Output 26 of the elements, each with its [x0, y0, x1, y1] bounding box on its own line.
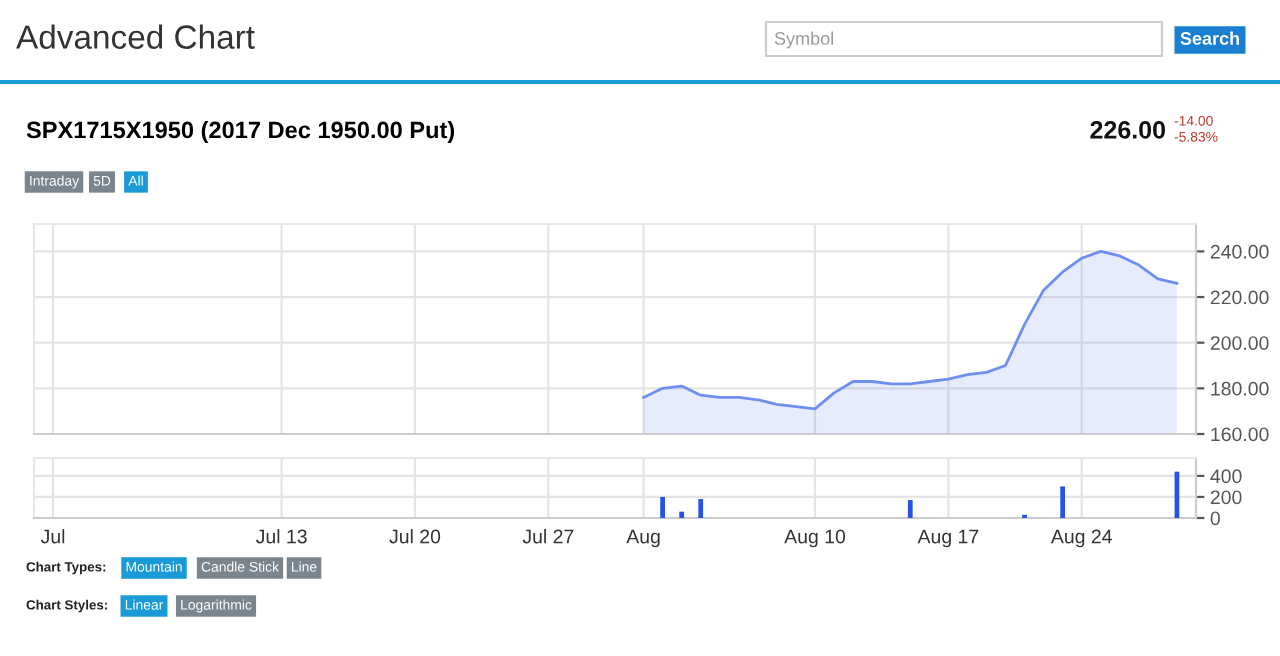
- x-tick-label: Aug 10: [784, 529, 846, 548]
- text: Search: [1180, 31, 1239, 45]
- y-tick-label: 0: [1210, 511, 1220, 526]
- x-tick-label: Aug 24: [1050, 529, 1112, 548]
- chart-title: SPX1715X1950 (2017 Dec 1950.00 Put): [26, 121, 455, 144]
- y-tick-label: 160.00: [1211, 427, 1269, 442]
- x-tick-label: Jul 27: [522, 529, 574, 544]
- x-tick-label: Aug: [626, 529, 660, 548]
- bar: [698, 499, 704, 518]
- y-tick-label: 400: [1210, 469, 1242, 484]
- bar: [679, 511, 685, 518]
- text: 226.00: [1090, 121, 1165, 139]
- text: Advanced Chart: [16, 24, 255, 49]
- text: Symbol: [774, 31, 833, 49]
- x-tick-label: Aug 17: [917, 529, 979, 548]
- y-tick-label: 200: [1210, 490, 1242, 505]
- y-tick-label: 200.00: [1210, 336, 1269, 350]
- x-tick-label: Jul: [40, 529, 65, 544]
- y-tick-label: 220.00: [1210, 290, 1269, 305]
- bar: [907, 500, 913, 518]
- y-tick-label: 240.00: [1210, 244, 1269, 259]
- bar: [1060, 486, 1066, 518]
- x-tick-label: Jul 20: [389, 529, 441, 544]
- y-tick-label: 180.00: [1211, 381, 1269, 396]
- bar: [660, 496, 665, 518]
- x-tick-label: Jul 13: [256, 529, 307, 544]
